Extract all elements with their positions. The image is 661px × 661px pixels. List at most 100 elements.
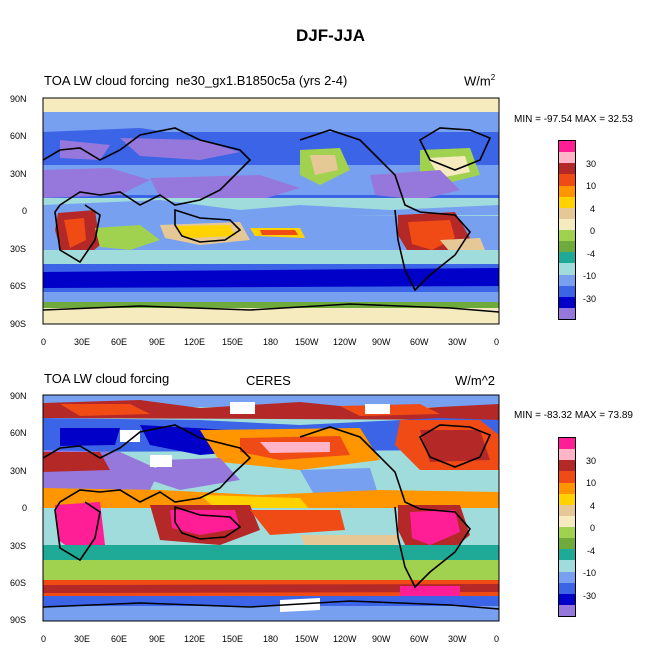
colorbar-swatch (559, 560, 575, 572)
panel2-lon-tick: 150W (295, 634, 319, 644)
panel2-colorbar-label: -10 (583, 568, 597, 578)
panel2-lat-tick: 90N (10, 391, 27, 401)
panel1-colorbar-label: -30 (583, 294, 597, 304)
colorbar-swatch (559, 571, 575, 583)
panel1-colorbar (558, 140, 576, 320)
panel2-colorbar-label: -30 (583, 591, 597, 601)
panel1-lon-tick: 60E (111, 337, 128, 347)
panel1-frame (42, 97, 500, 325)
panel2-colorbar-label: 30 (586, 456, 597, 466)
panel2-coastlines (43, 424, 499, 610)
panel1-contour-field (43, 98, 499, 324)
panel1-colorbar-label: -10 (583, 271, 597, 281)
panel1-colorbar-label: -4 (587, 249, 596, 259)
panel1-colorbar-label: 0 (590, 226, 596, 236)
figure-title: DJF-JJA (296, 26, 365, 45)
panel1-colorbar-label: 30 (586, 159, 597, 169)
colorbar-swatch (559, 185, 575, 197)
panel2-lon-tick: 60E (111, 634, 128, 644)
colorbar-swatch (559, 296, 575, 308)
colorbar-swatch (559, 438, 575, 450)
panel2-lon-tick: 120E (184, 634, 206, 644)
panel2-colorbar-label: 10 (586, 478, 597, 488)
panel2-min-max: MIN = -83.32 MAX = 73.89 (514, 410, 633, 421)
panel1-lat-tick: 90N (10, 94, 27, 104)
panel2-lon-tick: 90E (149, 634, 166, 644)
colorbar-swatch (559, 285, 575, 297)
colorbar-swatch (559, 218, 575, 230)
colorbar-swatch (559, 515, 575, 527)
panel2-colorbar-label: 4 (590, 501, 596, 511)
panel2-lat-tick: 60S (10, 578, 27, 588)
panel2-colorbar (558, 437, 576, 617)
colorbar-swatch (559, 482, 575, 494)
colorbar-swatch (559, 460, 575, 472)
panel2-lon-tick: 180 (263, 634, 279, 644)
panel1-center-title: ne30_gx1.B1850c5a (yrs 2-4) (176, 73, 348, 88)
colorbar-swatch (559, 504, 575, 516)
panel2-colorbar-label: -4 (587, 546, 596, 556)
panel1-left-title: TOA LW cloud forcing (44, 73, 170, 88)
panel1-lon-tick: 0 (494, 337, 500, 347)
panel2-colorbar-label: 0 (590, 523, 596, 533)
panel1-lat-tick: 60N (10, 131, 27, 141)
panel2-lon-tick: 60W (410, 634, 429, 644)
colorbar-swatch (559, 141, 575, 153)
panel1-lon-tick: 120E (184, 337, 206, 347)
panel2-lat-tick: 0 (22, 503, 28, 513)
panel2-lon-tick: 30E (74, 634, 91, 644)
panel2-units: W/m^2 (455, 373, 496, 388)
panel1-lon-tick: 0 (41, 337, 47, 347)
panel1-coastlines (43, 127, 499, 313)
panel1-lat-tick: 30N (10, 169, 27, 179)
panel2-lon-tick: 120W (333, 634, 357, 644)
colorbar-swatch (559, 263, 575, 275)
colorbar-swatch (559, 196, 575, 208)
panel1-lon-tick: 60W (410, 337, 429, 347)
panel2-lon-tick: 0 (41, 634, 47, 644)
panel1-units: W/m2 (464, 73, 496, 89)
colorbar-swatch (559, 152, 575, 164)
colorbar-swatch (559, 241, 575, 253)
colorbar-swatch (559, 274, 575, 286)
panel2-lon-tick: 30W (448, 634, 467, 644)
panel2-lon-tick: 150E (222, 634, 244, 644)
panel1-lat-tick: 0 (22, 206, 28, 216)
colorbar-swatch (559, 252, 575, 264)
colorbar-swatch (559, 163, 575, 175)
panel1-min-max: MIN = -97.54 MAX = 32.53 (514, 114, 633, 125)
colorbar-swatch (559, 493, 575, 505)
panel1-colorbar-label: 10 (586, 181, 597, 191)
panel1-lon-tick: 30W (448, 337, 467, 347)
panel1-lon-tick: 30E (74, 337, 91, 347)
colorbar-swatch (559, 527, 575, 539)
panel1-lon-tick: 120W (333, 337, 357, 347)
colorbar-swatch (559, 174, 575, 186)
colorbar-swatch (559, 604, 575, 616)
panel2-left-title: TOA LW cloud forcing (44, 371, 170, 386)
panel1-lon-tick: 150W (295, 337, 319, 347)
colorbar-swatch (559, 471, 575, 483)
panel2-lon-tick: 90W (372, 634, 391, 644)
colorbar-swatch (559, 449, 575, 461)
panel2-lat-tick: 30S (10, 541, 27, 551)
panel1-lon-tick: 90W (372, 337, 391, 347)
colorbar-swatch (559, 593, 575, 605)
panel1-lat-tick: 30S (10, 244, 27, 254)
colorbar-swatch (559, 582, 575, 594)
panel2-lat-tick: 90S (10, 615, 27, 625)
panel2-lat-tick: 30N (10, 466, 27, 476)
colorbar-swatch (559, 307, 575, 319)
colorbar-swatch (559, 230, 575, 242)
panel1-lat-tick: 60S (10, 281, 27, 291)
panel1-lon-tick: 150E (222, 337, 244, 347)
panel1-colorbar-label: 4 (590, 204, 596, 214)
panel1-lon-tick: 90E (149, 337, 166, 347)
panel2-center-title: CERES (246, 373, 291, 388)
panel2-contour-field (43, 395, 499, 621)
panel1-lat-tick: 90S (10, 319, 27, 329)
panel1-lon-tick: 180 (263, 337, 279, 347)
panel2-lon-tick: 0 (494, 634, 500, 644)
